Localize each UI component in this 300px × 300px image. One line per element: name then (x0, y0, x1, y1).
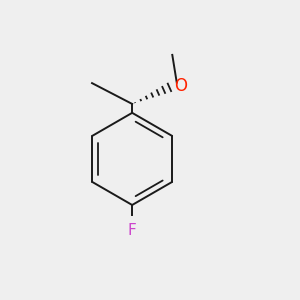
Text: O: O (174, 77, 187, 95)
Text: F: F (128, 223, 136, 238)
